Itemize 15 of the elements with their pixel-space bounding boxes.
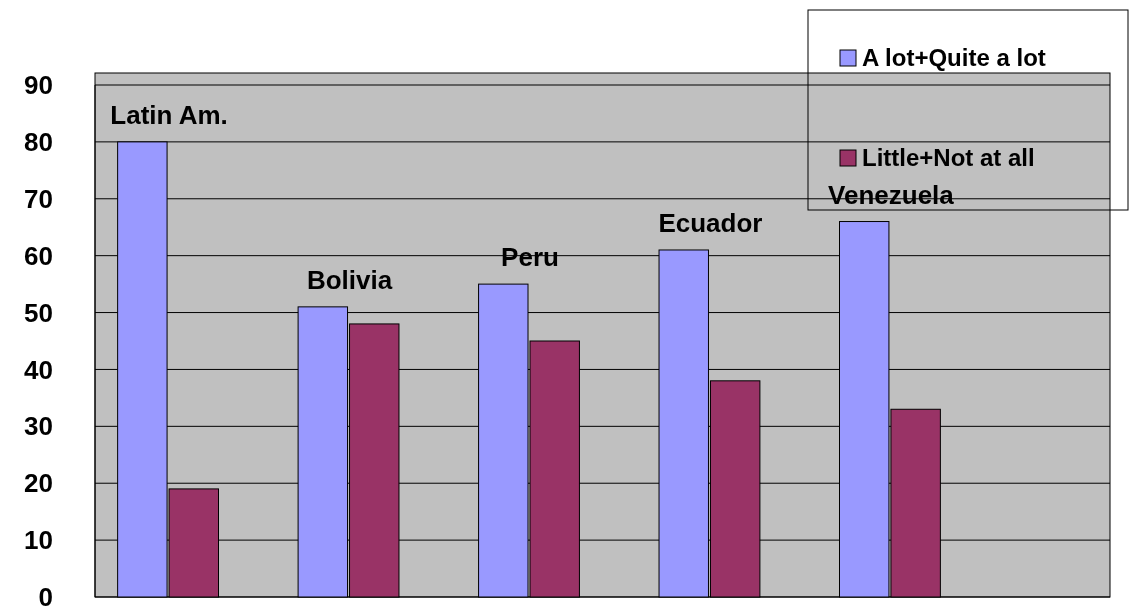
x-tick-label: Bolivia <box>306 264 393 295</box>
x-tick-label: Latin Am. <box>110 99 228 130</box>
y-tick-label: 0 <box>38 582 53 610</box>
y-tick-label: 50 <box>24 297 53 328</box>
y-tick-label: 90 <box>24 70 53 101</box>
y-tick-label: 30 <box>24 411 53 442</box>
y-tick-label: 40 <box>24 354 53 385</box>
y-tick-label: 60 <box>24 240 53 271</box>
y-tick-label: 10 <box>24 525 53 556</box>
y-tick-label: 20 <box>24 468 53 499</box>
legend-label: A lot+Quite a lot <box>862 44 1046 72</box>
x-tick-label: Ecuador <box>658 207 763 238</box>
legend-label: Little+Not at all <box>862 144 1035 172</box>
y-tick-label: 80 <box>24 126 53 157</box>
y-tick-label: 70 <box>24 183 53 214</box>
